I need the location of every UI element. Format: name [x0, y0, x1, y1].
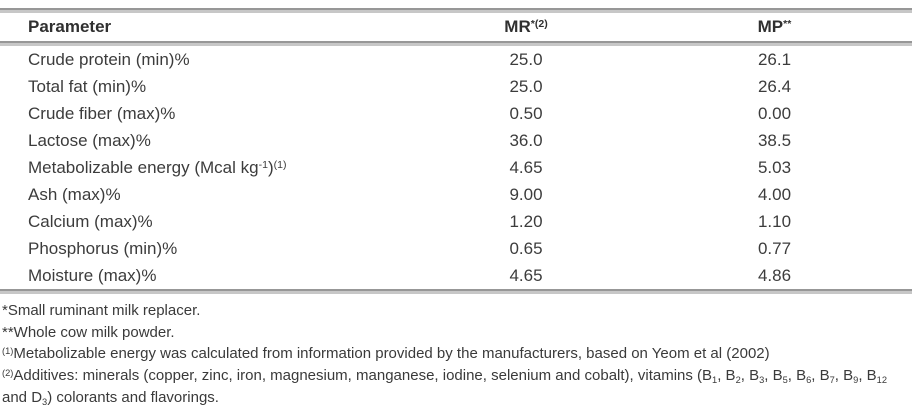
parameter-cell: Lactose (max)% [28, 130, 151, 150]
mp-value: 5.03 [757, 157, 792, 177]
footnote-mr-definition: *Small ruminant milk replacer. [2, 302, 201, 319]
table-row: Crude fiber (max)% 0.50 0.00 [0, 100, 912, 127]
mp-value: 4.86 [757, 265, 792, 285]
mp-value: 4.00 [757, 184, 792, 204]
table-header-row: Parameter MR*(2) MP** [0, 13, 912, 41]
column-header-mp: MP** [757, 17, 792, 36]
parameter-cell: Metabolizable energy (Mcal kg-1)(1) [28, 157, 287, 177]
parameter-cell: Phosphorus (min)% [28, 238, 178, 258]
table-header-rule [0, 41, 912, 46]
footnotes-block: *Small ruminant milk replacer. **Whole c… [0, 300, 912, 409]
table-row: Ash (max)% 9.00 4.00 [0, 181, 912, 208]
parameter-cell: Crude fiber (max)% [28, 103, 176, 123]
mp-value: 38.5 [757, 130, 792, 150]
table-row: Calcium (max)% 1.20 1.10 [0, 208, 912, 235]
table-bottom-rule [0, 289, 912, 294]
table-row: Total fat (min)% 25.0 26.4 [0, 73, 912, 100]
mr-value: 9.00 [509, 184, 543, 204]
mr-value: 4.65 [509, 157, 543, 177]
mr-value: 0.65 [509, 238, 543, 258]
parameter-cell: Total fat (min)% [28, 76, 147, 96]
table-row: Lactose (max)% 36.0 38.5 [0, 127, 912, 154]
mr-value: 4.65 [509, 265, 543, 285]
parameter-cell: Moisture (max)% [28, 265, 157, 285]
mr-value: 1.20 [509, 211, 543, 231]
parameter-cell: Ash (max)% [28, 184, 121, 204]
table-top-rule [0, 8, 912, 13]
parameter-cell: Calcium (max)% [28, 211, 153, 231]
mr-value: 25.0 [509, 76, 543, 96]
footnote-additives: (2)Additives: minerals (copper, zinc, ir… [2, 367, 887, 407]
footnote-metabolizable-energy: (1)Metabolizable energy was calculated f… [2, 345, 770, 363]
table-row: Crude protein (min)% 25.0 26.1 [0, 46, 912, 73]
nutrition-table: Parameter MR*(2) MP** [0, 13, 912, 41]
mp-value: 26.4 [757, 76, 792, 96]
table-row: Metabolizable energy (Mcal kg-1)(1) 4.65… [0, 154, 912, 181]
parameter-cell: Crude protein (min)% [28, 49, 190, 69]
table-row: Moisture (max)% 4.65 4.86 [0, 262, 912, 289]
column-header-mr: MR*(2) [504, 17, 548, 36]
mr-value: 0.50 [509, 103, 543, 123]
mp-value: 1.10 [757, 211, 792, 231]
mr-value: 25.0 [509, 49, 543, 69]
table-row: Phosphorus (min)% 0.65 0.77 [0, 235, 912, 262]
mp-value: 0.77 [757, 238, 792, 258]
mp-value: 26.1 [757, 49, 792, 69]
nutrition-table-body: Crude protein (min)% 25.0 26.1 Total fat… [0, 46, 912, 289]
mp-value: 0.00 [757, 103, 792, 123]
footnote-mp-definition: **Whole cow milk powder. [2, 323, 175, 341]
column-header-parameter: Parameter [28, 17, 112, 36]
mr-value: 36.0 [509, 130, 543, 150]
